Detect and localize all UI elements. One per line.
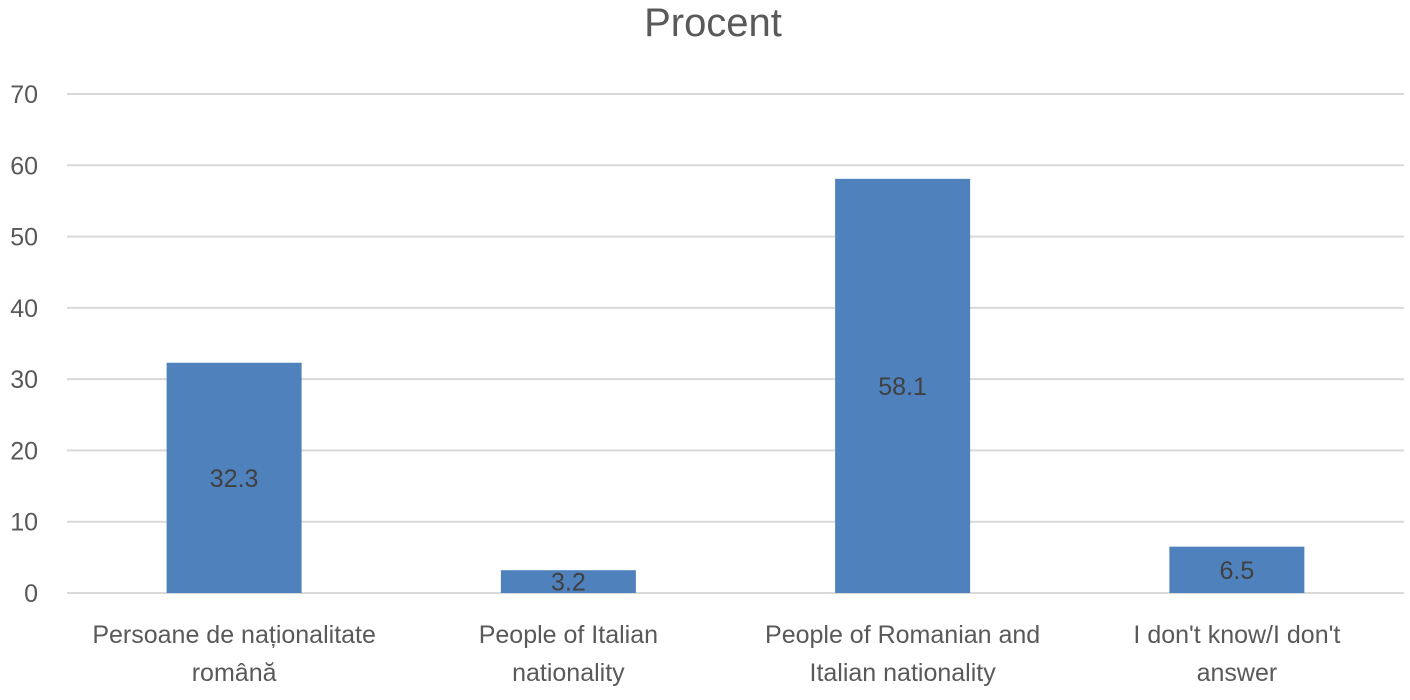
bar-0	[166, 362, 302, 593]
bars: 32.3 3.2 58.1 6.5	[166, 178, 1305, 597]
y-tick-label: 10	[10, 509, 38, 537]
x-category-label: I don't know/I don't answer	[1133, 621, 1340, 687]
x-category-label: People of Italian nationality	[479, 621, 658, 687]
y-tick-label: 0	[24, 580, 38, 608]
bar-data-label: 58.1	[878, 373, 927, 401]
x-category-label: People of Romanian and Italian nationalit…	[765, 621, 1040, 687]
y-tick-label: 20	[10, 437, 38, 465]
chart-title: Procent	[644, 1, 782, 45]
bar-data-label: 32.3	[210, 465, 259, 493]
x-category-label: Persoane de naționalitate română	[92, 621, 376, 687]
y-tick-label: 60	[10, 152, 38, 180]
y-tick-label: 40	[10, 295, 38, 323]
bar-data-label: 6.5	[1219, 557, 1254, 585]
x-axis-category-labels: Persoane de naționalitate română People of…	[92, 621, 1340, 687]
y-tick-label: 50	[10, 224, 38, 252]
y-axis-tick-labels: 0 10 20 30 40 50 60 70	[10, 81, 38, 608]
bar-3	[1169, 546, 1305, 593]
y-tick-label: 70	[10, 81, 38, 109]
bar-data-label: 3.2	[551, 569, 586, 597]
bar-1	[500, 570, 636, 593]
bar-2	[835, 178, 971, 593]
y-tick-label: 30	[10, 366, 38, 394]
